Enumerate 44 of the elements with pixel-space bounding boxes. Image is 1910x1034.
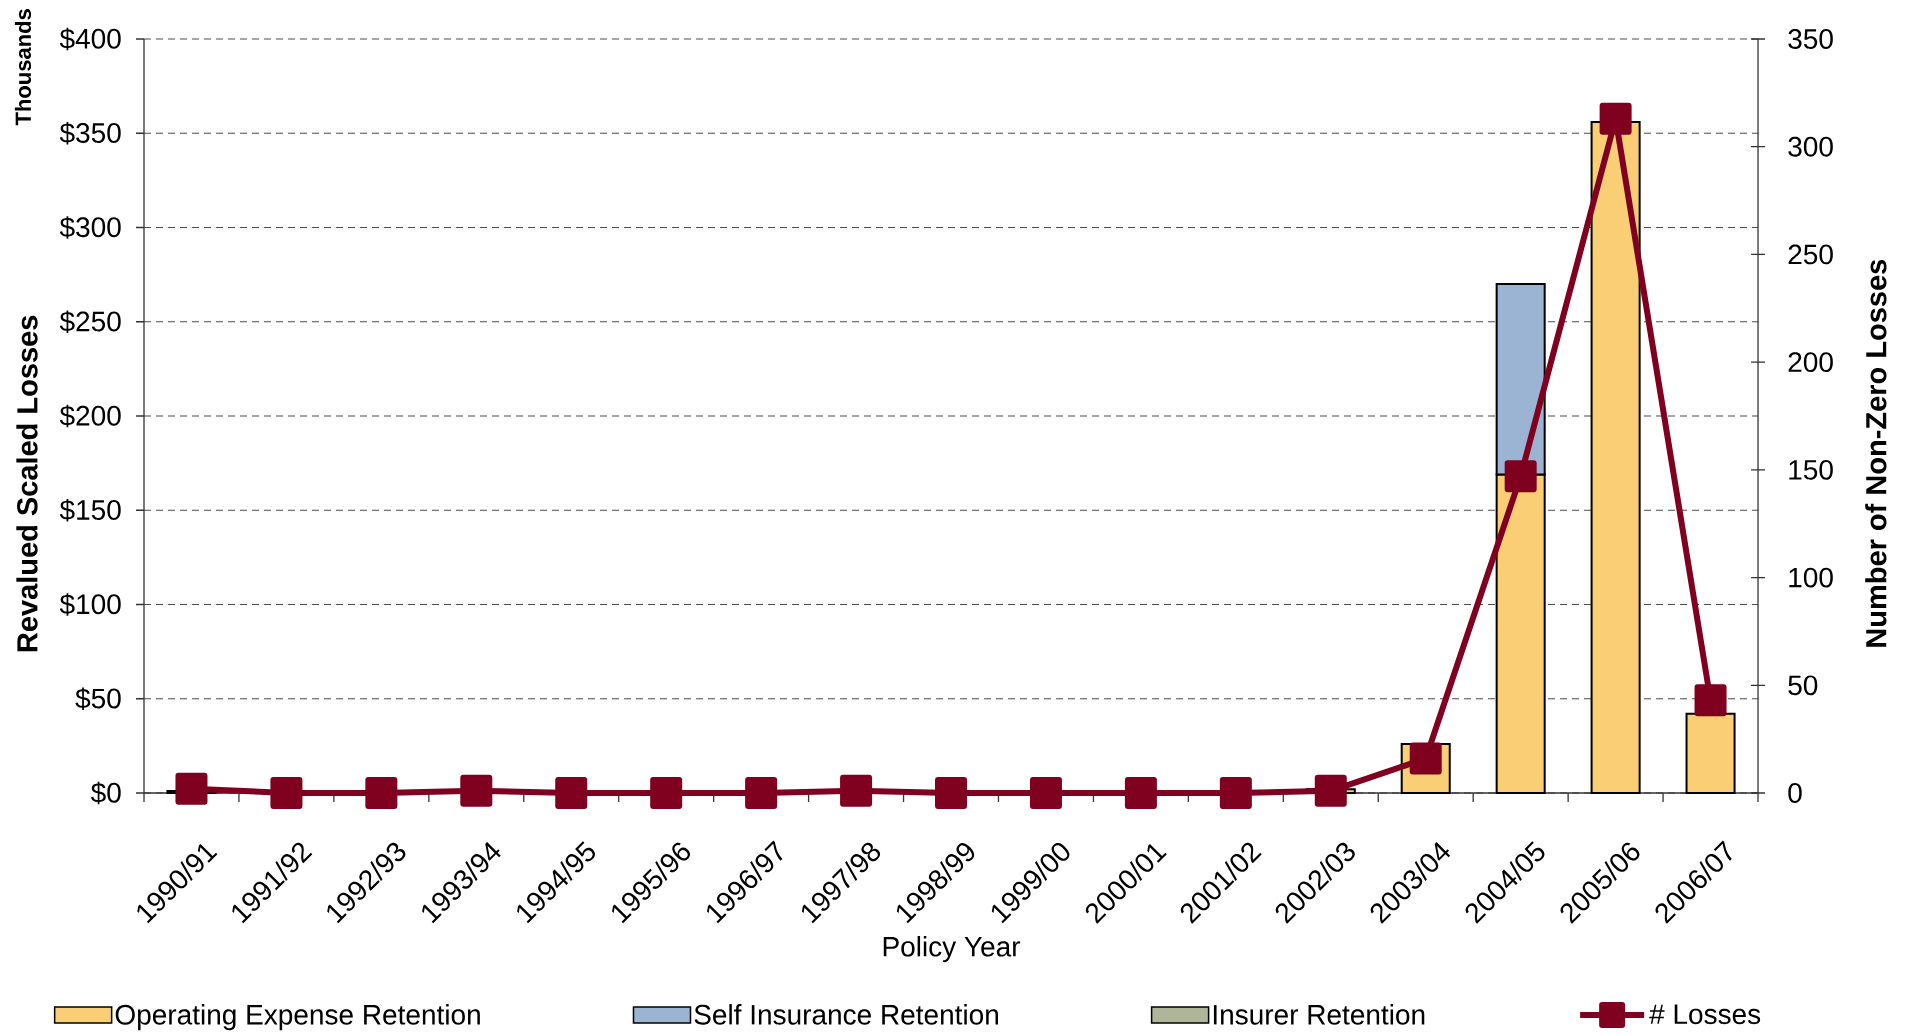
point xyxy=(1314,774,1347,807)
point xyxy=(840,774,873,807)
point xyxy=(555,777,588,809)
y2-tick-label: 250 xyxy=(1788,244,1833,265)
y-tick-label: $150 xyxy=(59,498,121,522)
point xyxy=(1694,684,1727,717)
y-tick-label: $350 xyxy=(59,121,121,145)
y-tick-label: $200 xyxy=(59,404,121,428)
y-tick-label: $300 xyxy=(59,216,121,239)
y2-tick-label: 200 xyxy=(1788,352,1833,373)
y-tick-label: $0 xyxy=(90,781,121,805)
y2-tick-label: 350 xyxy=(1788,29,1833,49)
y2-tick-label: 300 xyxy=(1788,136,1833,157)
y-tick-label: $50 xyxy=(75,687,121,711)
point xyxy=(650,777,683,809)
y2-tick-label: 0 xyxy=(1788,783,1802,803)
point xyxy=(1124,777,1157,809)
point xyxy=(1504,460,1537,493)
text: Thousands xyxy=(14,9,32,126)
y2-tick-label: 50 xyxy=(1788,675,1818,696)
y-tick-label: $250 xyxy=(59,310,121,334)
y2-axis-title: Number of Non-Zero Losses xyxy=(1865,259,1887,647)
point xyxy=(935,777,968,809)
point xyxy=(365,777,398,809)
y2-tick-label: 100 xyxy=(1789,567,1833,588)
point xyxy=(1219,777,1252,809)
point xyxy=(460,774,493,807)
legend-label: Insurer Retention xyxy=(1213,1004,1425,1025)
y2-tick-label: 150 xyxy=(1789,459,1833,480)
point xyxy=(175,772,208,805)
bar xyxy=(1590,120,1641,794)
y-axis-title: Revalued Scaled Losses xyxy=(16,315,38,652)
point xyxy=(1029,777,1062,809)
point xyxy=(745,777,778,809)
point xyxy=(270,777,303,809)
legend-label: # Losses xyxy=(1649,1004,1761,1025)
y-tick-label: $100 xyxy=(59,593,121,616)
x-axis-title: Policy Year xyxy=(883,936,1021,963)
bar xyxy=(1685,712,1736,794)
point xyxy=(1409,742,1442,775)
legend-label: Self Insurance Retention xyxy=(694,1004,998,1025)
point xyxy=(1599,102,1632,135)
y-tick-label: $400 xyxy=(59,27,121,51)
legend-label: Operating Expense Retention xyxy=(115,1004,480,1031)
